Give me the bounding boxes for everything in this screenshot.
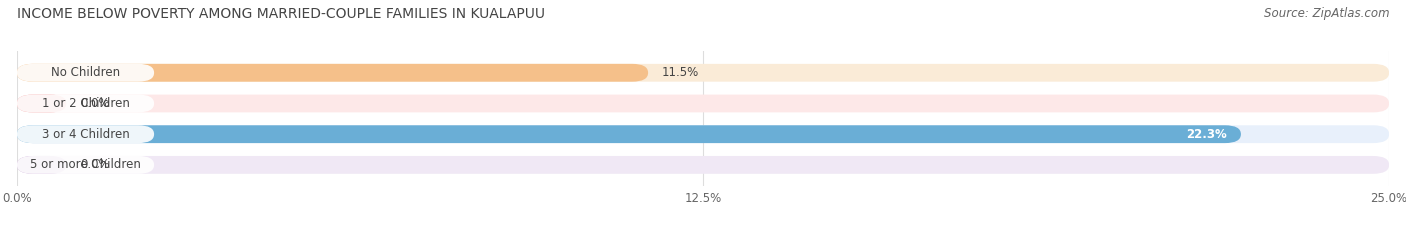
Text: 1 or 2 Children: 1 or 2 Children xyxy=(42,97,129,110)
Text: 0.0%: 0.0% xyxy=(80,97,110,110)
Text: INCOME BELOW POVERTY AMONG MARRIED-COUPLE FAMILIES IN KUALAPUU: INCOME BELOW POVERTY AMONG MARRIED-COUPL… xyxy=(17,7,546,21)
FancyBboxPatch shape xyxy=(17,125,1389,143)
FancyBboxPatch shape xyxy=(17,156,155,174)
FancyBboxPatch shape xyxy=(17,156,66,174)
FancyBboxPatch shape xyxy=(17,125,1241,143)
FancyBboxPatch shape xyxy=(17,95,155,112)
FancyBboxPatch shape xyxy=(17,95,66,112)
Text: 3 or 4 Children: 3 or 4 Children xyxy=(42,128,129,141)
FancyBboxPatch shape xyxy=(17,95,1389,112)
Text: 11.5%: 11.5% xyxy=(662,66,699,79)
Text: 22.3%: 22.3% xyxy=(1187,128,1227,141)
FancyBboxPatch shape xyxy=(17,125,155,143)
FancyBboxPatch shape xyxy=(17,64,1389,82)
FancyBboxPatch shape xyxy=(17,64,648,82)
Text: 5 or more Children: 5 or more Children xyxy=(30,158,141,171)
Text: No Children: No Children xyxy=(51,66,120,79)
FancyBboxPatch shape xyxy=(17,156,1389,174)
FancyBboxPatch shape xyxy=(17,64,155,82)
Text: Source: ZipAtlas.com: Source: ZipAtlas.com xyxy=(1264,7,1389,20)
Text: 0.0%: 0.0% xyxy=(80,158,110,171)
